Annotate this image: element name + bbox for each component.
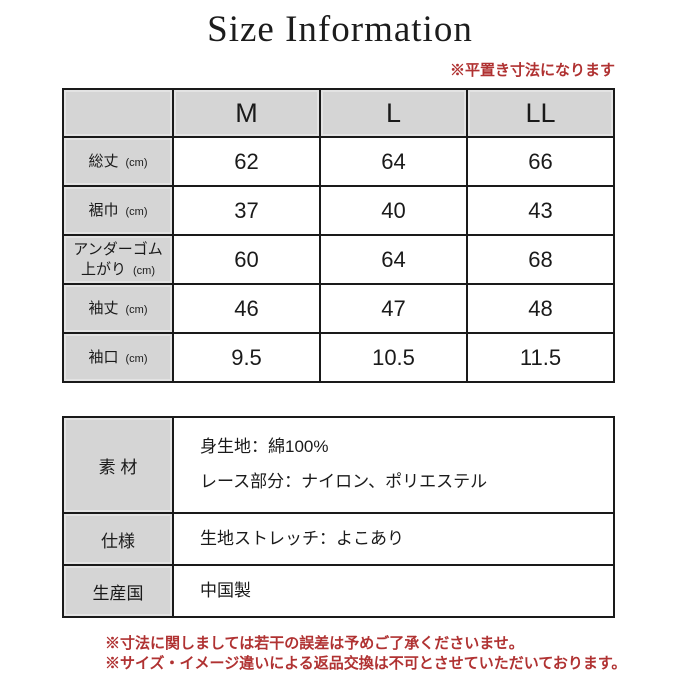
- cell-value: 64: [319, 234, 468, 285]
- row-label-hem-width: 裾巾 (cm): [62, 185, 174, 236]
- cell-value: 47: [319, 283, 468, 334]
- cell-value: 46: [172, 283, 321, 334]
- cell-value: 11.5: [466, 332, 615, 383]
- cell-value: 68: [466, 234, 615, 285]
- table-row-hem-width: 裾巾 (cm) 37 40 43: [62, 185, 615, 236]
- cell-value: 66: [466, 136, 615, 187]
- unit-label: (cm): [133, 264, 155, 277]
- detail-row-material: 素 材 身生地：綿100% レース部分：ナイロン、ポリエステル: [62, 416, 615, 514]
- page-title: Size Information: [207, 9, 473, 50]
- cell-value: 64: [319, 136, 468, 187]
- disclaimer-tolerance: ※寸法に関しましては若干の誤差は予めご了承くださいませ。: [105, 635, 524, 652]
- row-label-sleeve-length: 袖丈 (cm): [62, 283, 174, 334]
- country-line-1: 中国製: [200, 580, 251, 600]
- material-line-2: レース部分：ナイロン、ポリエステル: [200, 472, 488, 491]
- row-label-total-length: 総丈 (cm): [62, 136, 174, 187]
- column-header-l: L: [319, 88, 468, 138]
- detail-content-material: 身生地：綿100% レース部分：ナイロン、ポリエステル: [172, 416, 615, 514]
- spec-line-1: 生地ストレッチ：よこあり: [200, 528, 404, 548]
- row-label-under-elastic: アンダーゴム上がり (cm): [62, 234, 174, 285]
- row-label-text: 袖丈: [88, 299, 119, 317]
- table-row-under-elastic: アンダーゴム上がり (cm) 60 64 68: [62, 234, 615, 285]
- corner-cell: [62, 88, 174, 138]
- detail-label-country: 生産国: [62, 564, 174, 618]
- detail-row-spec: 仕様 生地ストレッチ：よこあり: [62, 512, 615, 566]
- footer-disclaimers: ※寸法に関しましては若干の誤差は予めご了承くださいませ。 ※サイズ・イメージ違い…: [105, 634, 626, 675]
- row-label-text: アンダーゴム上がり: [73, 241, 163, 278]
- cell-value: 43: [466, 185, 615, 236]
- table-row-total-length: 総丈 (cm) 62 64 66: [62, 136, 615, 187]
- detail-table: 素 材 身生地：綿100% レース部分：ナイロン、ポリエステル 仕様 生地ストレ…: [62, 416, 615, 618]
- cell-value: 9.5: [172, 332, 321, 383]
- row-label-text: 袖口: [88, 348, 119, 366]
- table-row-sleeve-length: 袖丈 (cm) 46 47 48: [62, 283, 615, 334]
- unit-label: (cm): [125, 156, 148, 169]
- unit-label: (cm): [125, 303, 148, 316]
- unit-label: (cm): [125, 205, 148, 218]
- detail-label-spec: 仕様: [62, 512, 174, 566]
- unit-label: (cm): [125, 352, 148, 365]
- size-table: M L LL 総丈 (cm) 62 64 66 裾巾 (cm) 37 40 43 ア…: [62, 88, 615, 383]
- column-header-m: M: [172, 88, 321, 138]
- flat-measurement-note: ※平置き寸法になります: [449, 62, 615, 79]
- disclaimer-no-returns: ※サイズ・イメージ違いによる返品交換は不可とさせていただいております。: [105, 655, 627, 673]
- detail-content-spec: 生地ストレッチ：よこあり: [172, 512, 615, 566]
- size-table-header-row: M L LL: [62, 88, 615, 138]
- table-row-cuff: 袖口 (cm) 9.5 10.5 11.5: [62, 332, 615, 383]
- cell-value: 48: [466, 283, 615, 334]
- material-line-1: 身生地：綿100%: [200, 437, 329, 457]
- cell-value: 62: [172, 136, 321, 187]
- cell-value: 40: [319, 185, 468, 236]
- detail-row-country: 生産国 中国製: [62, 564, 615, 618]
- detail-content-country: 中国製: [172, 564, 615, 618]
- row-label-cuff: 袖口 (cm): [62, 332, 174, 383]
- detail-label-material: 素 材: [62, 416, 174, 514]
- cell-value: 10.5: [319, 332, 468, 383]
- column-header-ll: LL: [466, 88, 615, 138]
- cell-value: 60: [172, 234, 321, 285]
- cell-value: 37: [172, 185, 321, 236]
- row-label-text: 裾巾: [88, 201, 119, 219]
- row-label-text: 総丈: [88, 152, 119, 170]
